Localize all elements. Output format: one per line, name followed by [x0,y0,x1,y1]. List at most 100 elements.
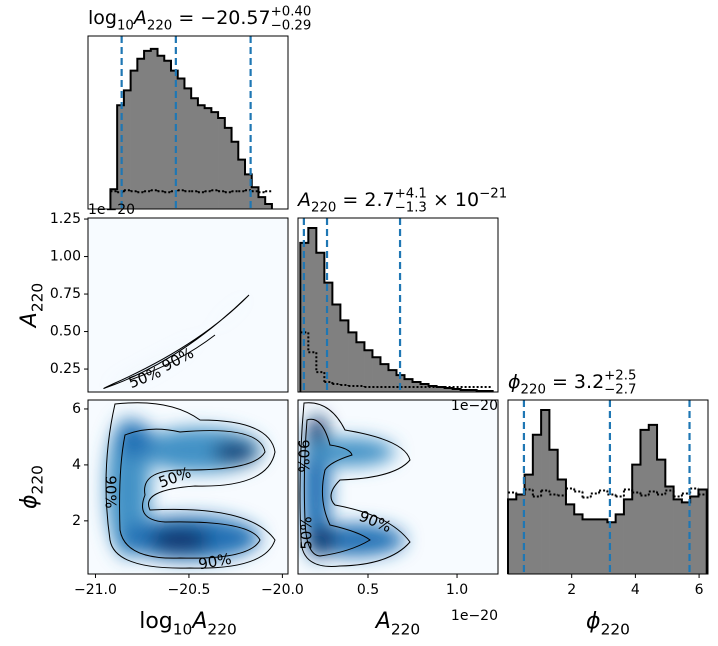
label-part: log [139,609,173,634]
label-part: A [296,189,311,211]
label-part: ϕ [508,371,521,393]
hist-bar [507,499,517,575]
panel-frame [297,217,499,393]
label-part: ϕ [586,609,601,634]
hist-bar [356,342,365,393]
hist-bar [324,282,333,393]
label-part: 220 [29,283,47,312]
label-part: 220 [147,19,172,34]
hist-bar [388,369,397,393]
hist-bar [340,320,349,393]
hist-bar [557,479,567,575]
y-tick-label: 0.75 [50,286,81,302]
hist-bar [164,60,172,210]
hist-bar [582,519,592,575]
label-part: 220 [391,621,420,639]
hist-bar [204,107,212,210]
hist-bar [623,499,633,575]
hist-bar [157,55,165,210]
panel-frame [87,217,289,393]
label-part: +0.40 [271,4,312,19]
hist-bar [640,429,650,575]
label-part: 10 [117,19,134,34]
hist-bar [598,519,608,575]
x-tick-label: −21.0 [74,582,117,598]
density-panel-3 [88,400,288,574]
hist-bar [308,227,317,393]
label-part: 220 [207,621,236,639]
contour-label: 90% [295,439,313,472]
offset-text: 1e−20 [451,398,498,414]
contour-label: 50% [298,516,316,549]
label-part: −1.3 [395,201,427,216]
hist-bar [607,522,616,575]
x-tick-label: 1.0 [446,582,468,598]
hist-bar [231,141,239,210]
x-tick-label: −20.0 [261,582,304,598]
label-part: 220 [521,383,546,398]
contour-label: 90% [197,550,233,574]
hist-bar [615,514,625,575]
panel-frame [507,399,709,575]
hist-area [300,227,493,393]
label-part: 10 [173,621,193,639]
label-part: 220 [29,465,47,494]
hist-bar [648,424,658,575]
hist-outline [299,226,494,393]
hist-bar [137,58,145,210]
contour-label: 90% [102,475,120,508]
hist-bar [665,486,674,575]
math-label: log 10 A 220 = −20.57 +0.40−0.29 [88,4,311,33]
x-tick-label: −20.5 [167,582,210,598]
label-part: +2.5 [604,368,636,383]
y-tick-label: 4 [72,457,81,473]
hist-bar [217,117,226,210]
y-tick-label: 0.25 [50,361,81,377]
hist-bar [404,378,413,393]
label-part: 220 [311,201,336,216]
panel-frame [87,399,289,575]
hist-bar [332,304,341,393]
label-part: +4.1 [395,186,427,201]
hist-bar [549,449,558,575]
hist-outline [507,408,708,574]
label-part: A [17,312,42,329]
offset-text: 1e−20 [451,608,498,624]
hist-bar [532,434,542,575]
hist-bar [211,111,219,210]
label-part: ϕ [17,494,42,509]
label-part: A [132,7,147,29]
y-tick-label: 0.50 [50,324,81,340]
hist-bar [689,496,699,575]
hist-bar [150,48,158,210]
label-part: log [88,7,117,29]
hist-outline [109,47,273,209]
density-panel-4 [298,400,498,574]
x-tick-label: 2 [567,582,576,598]
density-panel-1 [88,218,288,392]
hist-bar [197,104,205,210]
hist-bar [590,519,600,575]
hist-bar [631,464,641,575]
label-part: −0.29 [271,19,312,34]
label-part: A [374,609,391,634]
hist-bar [224,127,232,210]
hist-bar [348,332,357,393]
hist-bar [143,50,152,210]
hist-bar [130,70,138,210]
math-label: ϕ 220 = 3.2 +2.5−2.7 [508,368,636,397]
hist-bar [238,159,246,210]
hist-bar [116,104,125,210]
y-tick-label: 1.25 [50,211,81,227]
label-part: = 2.7 [336,189,394,211]
hist-bar [190,98,199,210]
label-part: −2.7 [604,383,636,398]
label-part: = −20.57 [172,7,270,29]
x-tick-label: 4 [631,582,640,598]
label-part: 220 [601,621,630,639]
hist-area [110,48,273,210]
